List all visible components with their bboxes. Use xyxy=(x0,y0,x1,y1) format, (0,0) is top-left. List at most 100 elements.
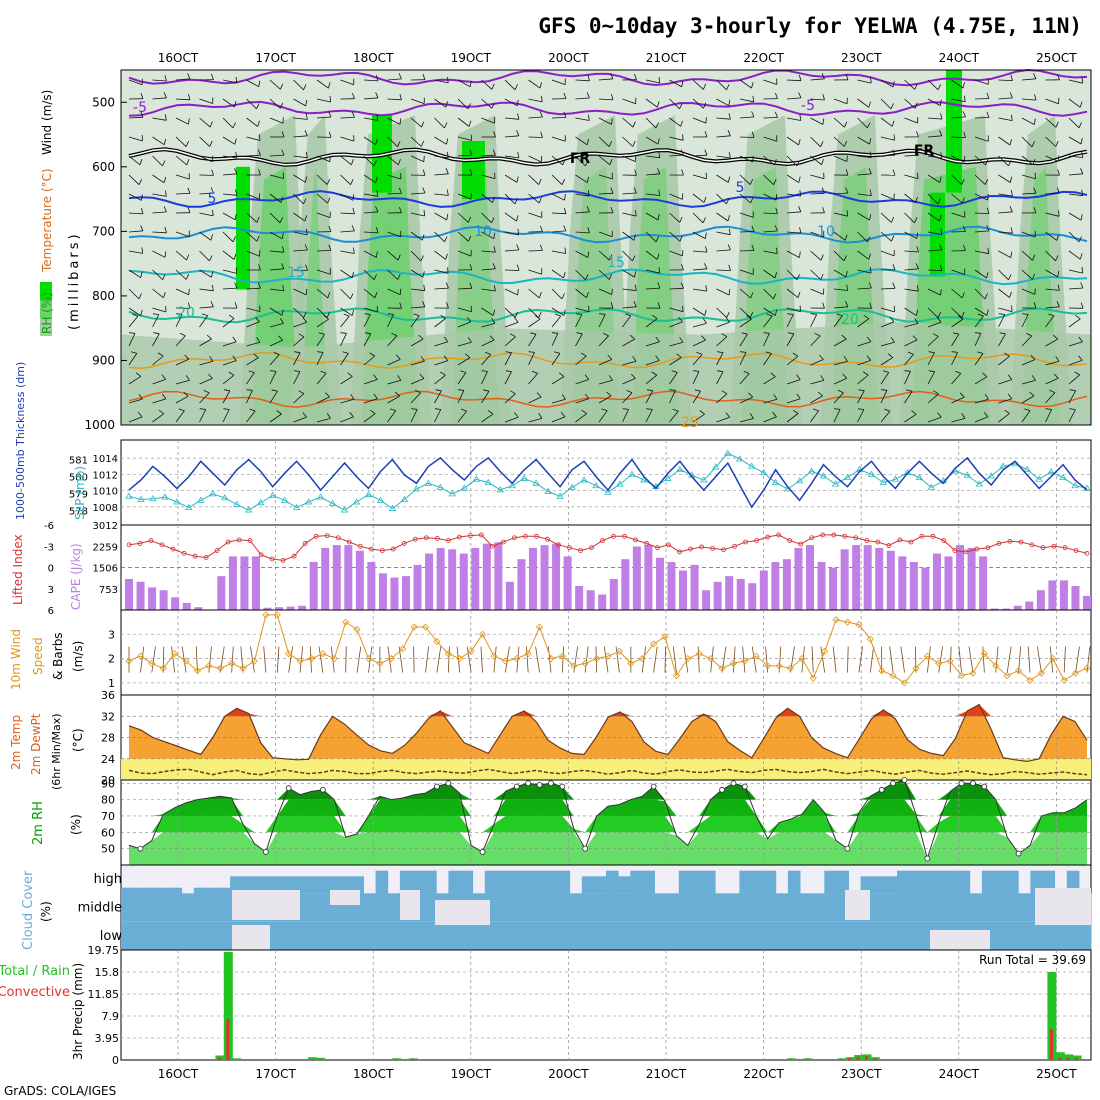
wind-barb xyxy=(739,373,750,385)
wind-barb xyxy=(645,250,658,260)
wind-barb xyxy=(152,413,165,423)
wind-barb xyxy=(551,117,567,119)
wind-barb-feather xyxy=(766,313,773,317)
wind-barb xyxy=(175,358,189,366)
wind-barb-feather xyxy=(892,81,895,88)
wind-barb-feather xyxy=(727,130,731,136)
precip-conv-bar xyxy=(1058,1057,1062,1060)
cloud-bar xyxy=(1006,870,1019,894)
li-marker xyxy=(1073,548,1079,553)
wind-barb-feather xyxy=(256,103,260,109)
wind-barb-feather xyxy=(984,394,989,400)
wind-barb-feather xyxy=(765,351,772,354)
wind-barb xyxy=(434,136,447,145)
wind-barb xyxy=(269,323,284,328)
slp-marker xyxy=(1023,465,1031,472)
wind-barb xyxy=(974,353,984,366)
wind-barb-feather xyxy=(343,313,350,317)
wind-barb-feather xyxy=(599,313,606,315)
cape-tick: 1506 xyxy=(93,564,118,575)
wind-barb xyxy=(833,392,844,404)
wind-barb xyxy=(363,269,375,280)
cape-bar xyxy=(125,578,133,610)
cloud-unit: (%) xyxy=(39,901,53,922)
wind-barb-feather xyxy=(798,74,802,81)
wind-barb xyxy=(880,390,888,404)
wind-barb-feather xyxy=(846,284,849,291)
wind-barb xyxy=(833,212,848,217)
wind-barb-feather xyxy=(749,413,754,419)
wind-barb xyxy=(739,418,754,423)
wind-barb-feather xyxy=(298,333,305,338)
wind-barb-feather xyxy=(326,178,331,185)
wind-barb xyxy=(951,79,964,89)
wind-barb xyxy=(739,116,755,119)
li-marker xyxy=(655,545,660,551)
contour-label: 10 xyxy=(817,224,835,240)
cape-bar xyxy=(967,547,976,610)
wind-barb-feather xyxy=(916,131,919,138)
bottom-date-label: 17OCT xyxy=(255,1067,296,1081)
precip-conv-bar xyxy=(856,1056,860,1060)
wind-barb xyxy=(175,314,183,328)
wind-barb xyxy=(222,193,237,196)
wind-barb xyxy=(504,336,516,347)
li-marker xyxy=(600,538,605,543)
wind-barb xyxy=(786,117,801,121)
wind-barb-feather xyxy=(185,273,190,280)
wind-barb xyxy=(152,193,167,197)
wind-barb-feather xyxy=(132,313,139,317)
wind-barb xyxy=(363,174,376,184)
wind-barb-feather xyxy=(530,332,537,335)
wind-barb xyxy=(316,396,330,404)
temperature-contour xyxy=(128,307,1088,324)
wind-barb xyxy=(293,371,301,385)
wind-barb xyxy=(1068,269,1083,274)
cloud-bar xyxy=(1007,921,1020,950)
wind-barb xyxy=(927,155,942,159)
wind-barb xyxy=(434,79,449,84)
wind-barb-feather xyxy=(280,196,284,203)
wind-barb xyxy=(810,174,825,180)
wind-barb xyxy=(1021,136,1033,148)
wind-barb xyxy=(528,373,539,385)
wind-barb xyxy=(786,136,799,146)
li-marker xyxy=(137,541,143,546)
slp-marker xyxy=(736,455,744,462)
slp-marker xyxy=(963,471,971,478)
wind-barb xyxy=(575,79,590,82)
wind-barb xyxy=(716,307,727,318)
wind-barb xyxy=(293,336,305,347)
wind-barb xyxy=(269,390,278,404)
wind-barb xyxy=(763,193,777,201)
wind10m-marker xyxy=(501,657,509,665)
li-marker xyxy=(247,538,253,543)
wind-barb xyxy=(387,335,398,347)
wind-barb-feather xyxy=(857,408,864,410)
wind-barb-feather xyxy=(491,83,495,90)
slp-marker xyxy=(867,470,876,477)
wind-barb-feather xyxy=(178,408,185,412)
wind-barb-feather xyxy=(775,194,778,201)
wind-barb-feather xyxy=(681,169,684,176)
wind-barb-feather xyxy=(622,408,629,410)
wind-barb xyxy=(152,79,167,82)
wind-barb-feather xyxy=(487,410,494,415)
wind-barb xyxy=(1068,250,1081,260)
wind-barb-feather xyxy=(281,309,284,316)
wind-barb-feather xyxy=(936,317,942,323)
wind-label-3: & Barbs xyxy=(51,632,65,680)
wind-barb-feather xyxy=(845,73,849,80)
wind-barb xyxy=(410,338,424,347)
wind-barb-feather xyxy=(843,255,847,261)
wind-barb xyxy=(904,307,917,316)
wind-barb xyxy=(152,307,167,313)
wind-barb xyxy=(293,288,307,296)
wind-barb xyxy=(434,360,448,366)
precip-total-bar xyxy=(1072,1055,1082,1060)
slp-marker xyxy=(1083,484,1091,491)
wind-barb-feather xyxy=(422,169,426,176)
wind-barb xyxy=(1021,117,1035,125)
wind-barb-feather xyxy=(539,82,542,89)
wind10m-barb xyxy=(832,646,837,673)
